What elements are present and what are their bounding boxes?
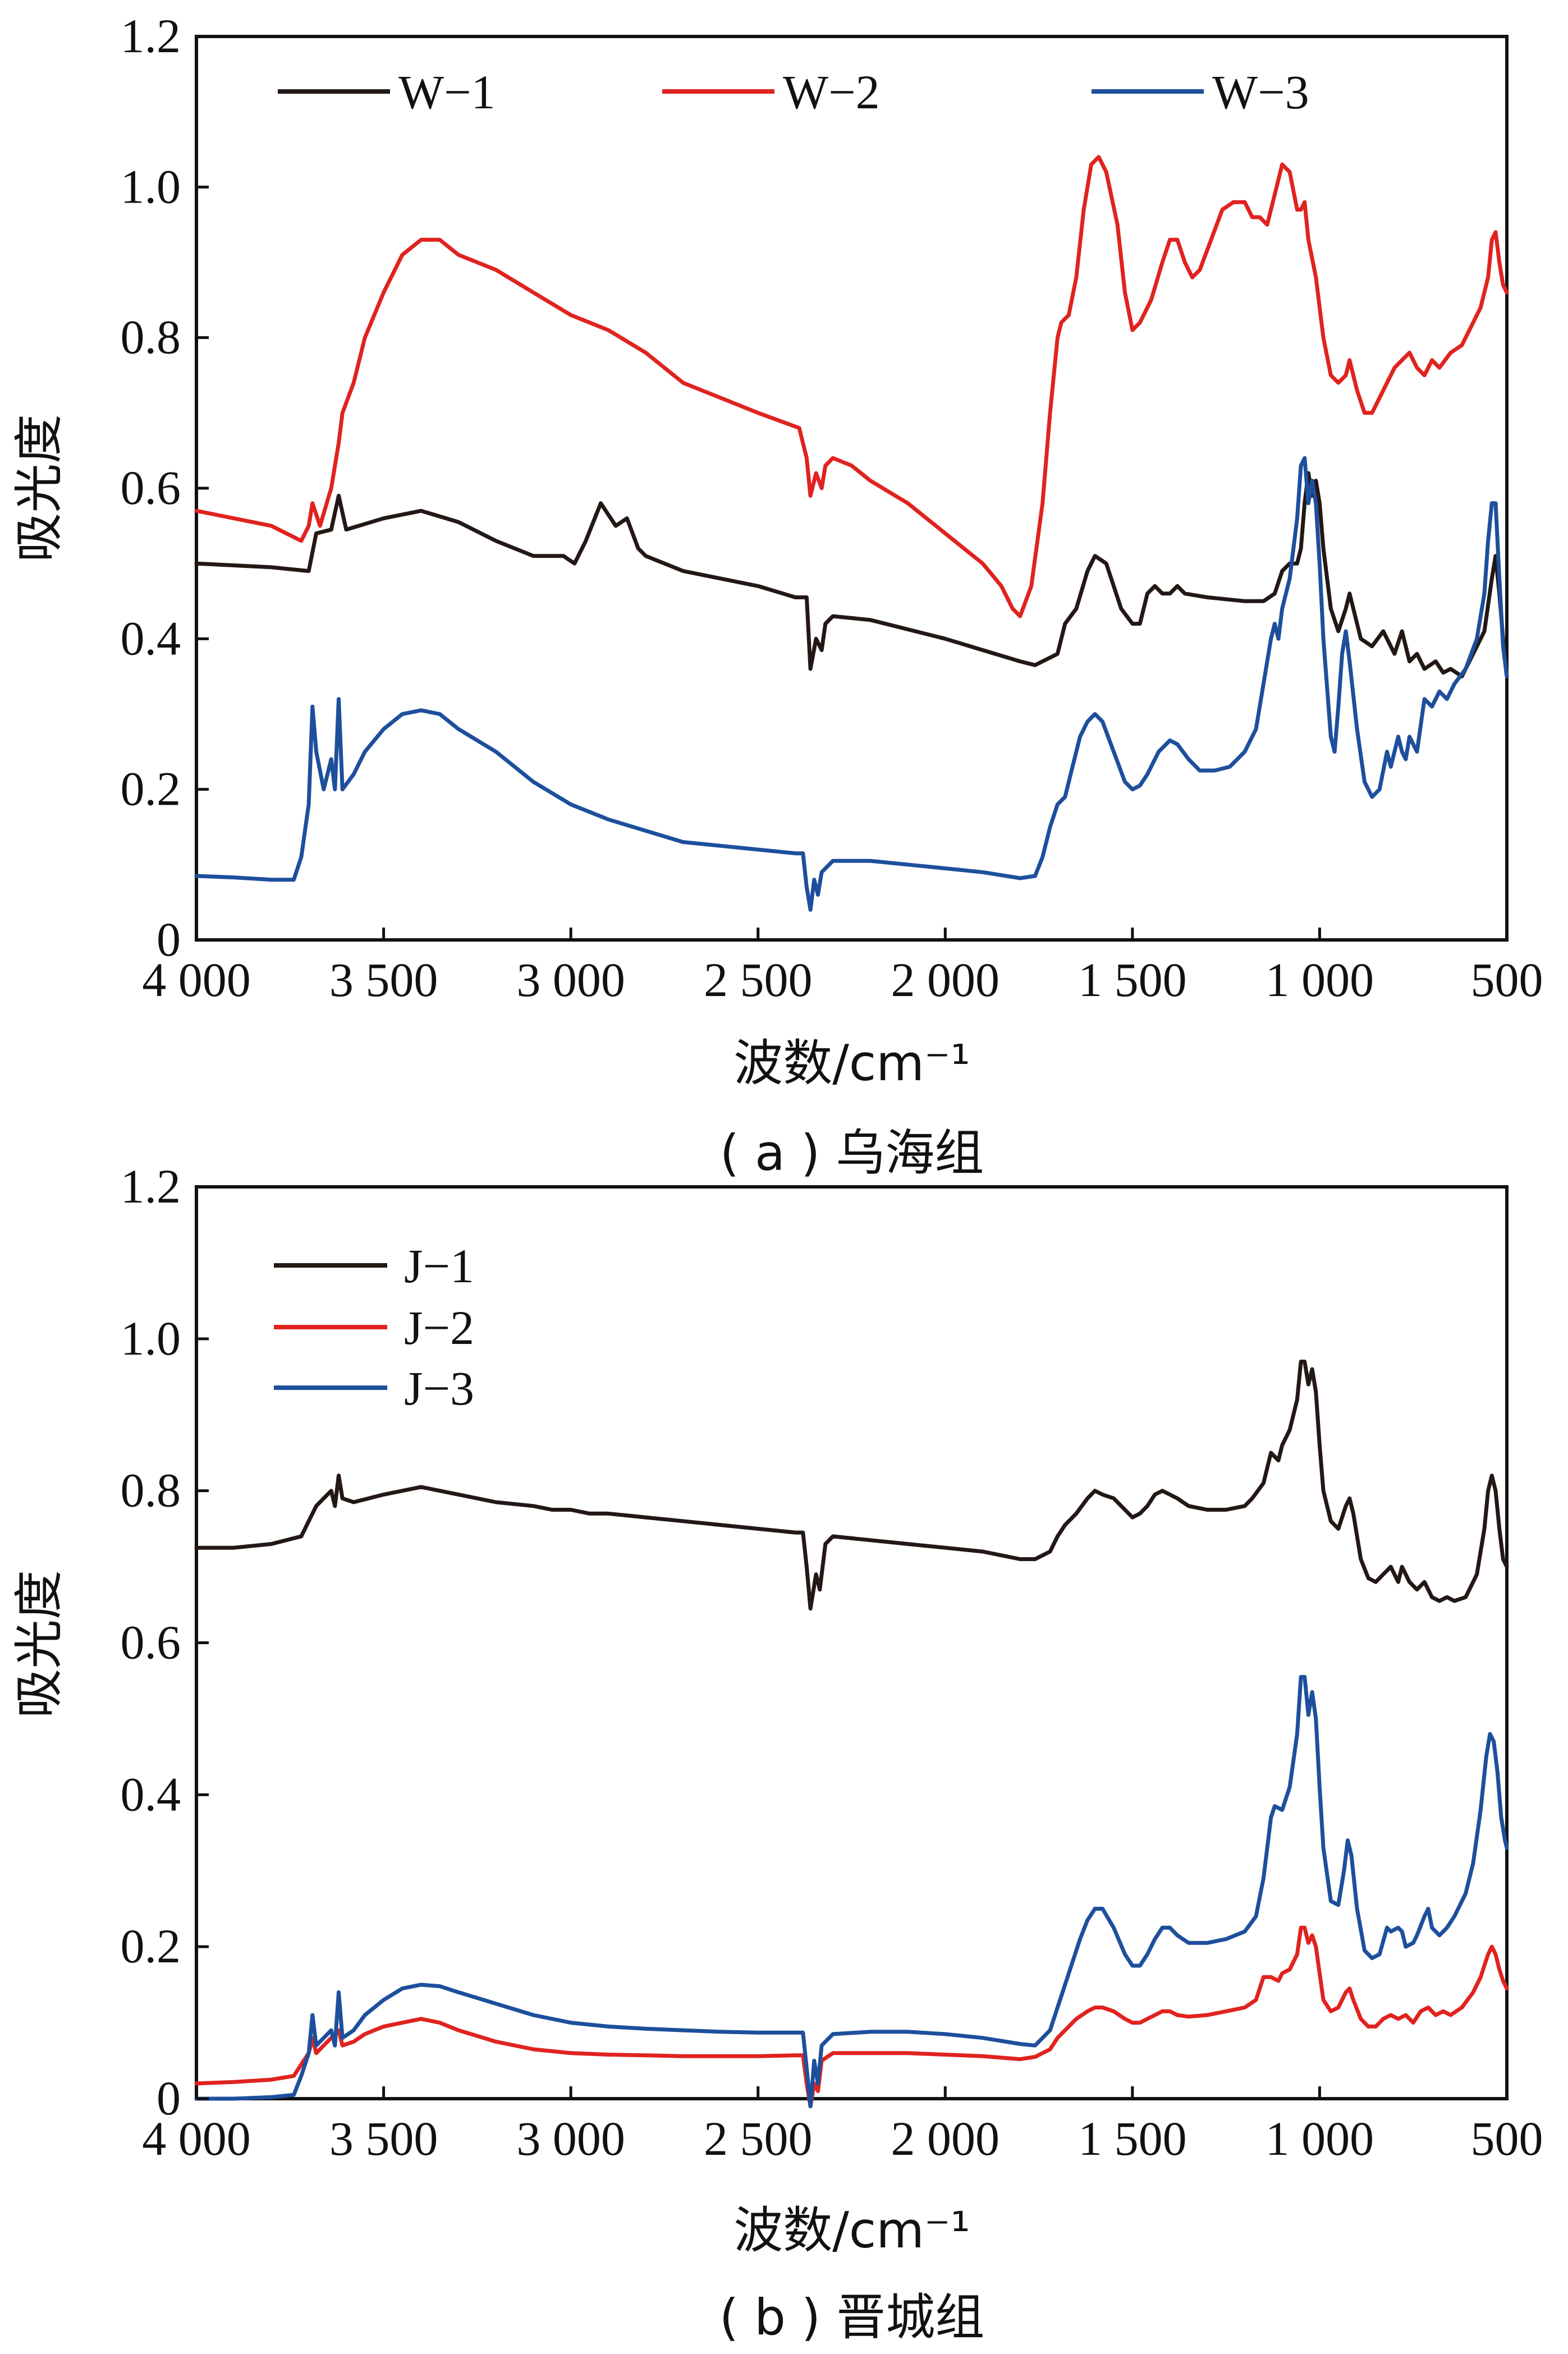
plot-frame (195, 1185, 1509, 2100)
x-axis-label: 波数/cm⁻¹ (733, 2201, 970, 2259)
x-tick-label: 3 500 (329, 2112, 438, 2165)
x-tick-label: 2 500 (704, 953, 813, 1007)
chart-panel-b: 4 000 3 500 3 000 2 500 2 000 1 500 1 000 500 0… (10, 1159, 1543, 2346)
x-tick-label: 500 (1471, 2112, 1543, 2165)
legend: J−1 J−2 J−3 (274, 1239, 474, 1415)
x-tick-label: 2 000 (891, 953, 1000, 1007)
series-line-2 (194, 155, 1509, 618)
series-line-1 (194, 1360, 1509, 1611)
legend-label-j2: J−2 (404, 1301, 474, 1355)
y-tick-label: 0 (157, 2071, 181, 2125)
y-tick-label: 0.4 (121, 611, 181, 665)
x-axis-label: 波数/cm⁻¹ (733, 1034, 970, 1092)
panel-caption: ( a ) 乌海组 (720, 1124, 984, 1182)
y-axis-label: 吸光度 (10, 1570, 68, 1718)
y-tick-label: 0.6 (121, 461, 181, 515)
x-tick-label: 1 500 (1078, 2112, 1187, 2165)
x-tick-label: 2 500 (704, 2112, 813, 2165)
x-axis-ticks: 4 000 3 500 3 000 2 500 2 000 1 500 1 000 500 (142, 928, 1543, 1007)
x-tick-label: 500 (1471, 953, 1543, 1007)
x-tick-label: 3 000 (516, 953, 625, 1007)
y-tick-label: 0.4 (121, 1767, 181, 1821)
y-tick-label: 1.0 (121, 1311, 181, 1365)
plot-body (194, 1360, 1509, 2108)
legend-label-w3: W−3 (1212, 65, 1309, 119)
series-line-1 (194, 471, 1509, 678)
x-tick-label: 4 000 (142, 953, 251, 1007)
legend-label-w1: W−1 (398, 65, 496, 119)
series-line-2 (194, 1925, 1509, 2108)
y-tick-label: 1.0 (121, 159, 181, 213)
x-tick-label: 1 000 (1266, 953, 1374, 1007)
plot-body (194, 155, 1509, 912)
legend-label-j3: J−3 (404, 1361, 474, 1415)
y-tick-label: 0.2 (121, 762, 181, 816)
y-tick-label: 0 (157, 912, 181, 966)
panel-caption: ( b ) 晋城组 (719, 2288, 984, 2346)
series-line-3 (194, 1674, 1509, 2108)
y-axis-label: 吸光度 (10, 414, 68, 562)
x-tick-label: 1 500 (1078, 953, 1187, 1007)
legend-label-w2: W−2 (783, 65, 880, 119)
x-axis-ticks: 4 000 3 500 3 000 2 500 2 000 1 500 1 000 500 (142, 2086, 1543, 2165)
x-tick-label: 1 000 (1266, 2112, 1374, 2165)
x-tick-label: 3 500 (329, 953, 438, 1007)
y-tick-label: 1.2 (121, 1159, 181, 1213)
x-tick-label: 2 000 (891, 2112, 1000, 2165)
y-tick-label: 0.8 (121, 310, 181, 364)
y-tick-label: 0.6 (121, 1616, 181, 1669)
y-tick-label: 1.2 (121, 9, 181, 63)
y-tick-label: 0.2 (121, 1919, 181, 1973)
y-axis-ticks: 0 0.2 0.4 0.6 0.8 1.0 1.2 (121, 1159, 209, 2125)
y-tick-label: 0.8 (121, 1463, 181, 1517)
series-line-3 (194, 456, 1509, 912)
legend-label-j1: J−1 (404, 1239, 474, 1293)
x-tick-label: 3 000 (516, 2112, 625, 2165)
legend: W−1 W−2 W−3 (278, 65, 1309, 119)
y-axis-ticks: 0 0.2 0.4 0.6 0.8 1.0 1.2 (121, 9, 209, 966)
chart-panel-a: 4 000 3 500 3 000 2 500 2 000 1 500 1 000 500 0… (10, 9, 1543, 1182)
x-tick-label: 4 000 (142, 2112, 251, 2165)
